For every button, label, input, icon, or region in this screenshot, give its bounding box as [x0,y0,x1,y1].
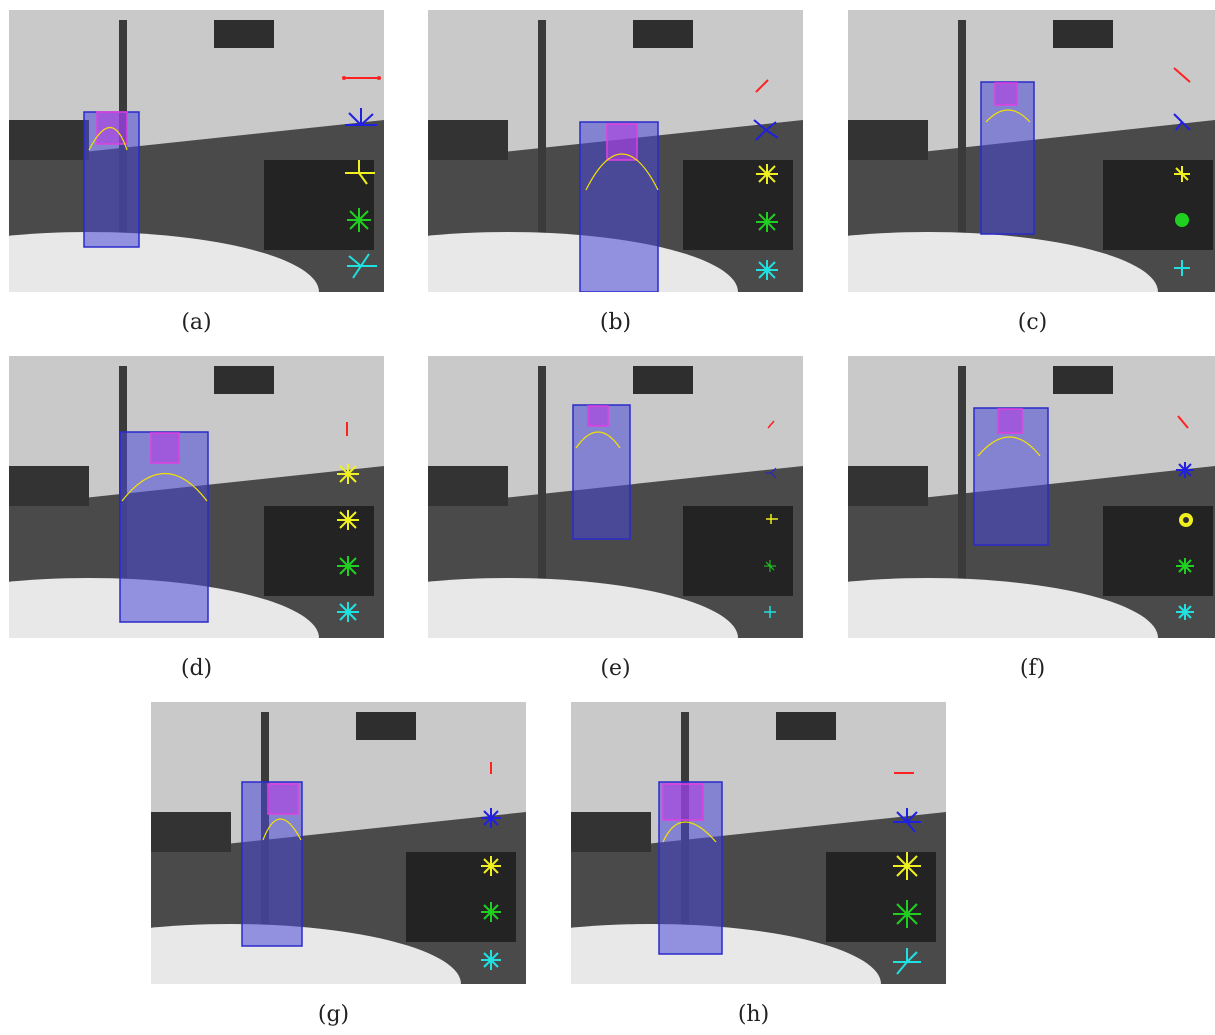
panel-e [428,356,803,638]
scene-image-f [848,356,1215,638]
orientation-glyph-column [481,762,501,970]
caption-f: (f) [1019,656,1046,681]
panel-b [428,10,803,292]
orientation-glyph-column [1176,415,1194,620]
scene-image-h [571,702,946,984]
shoulder-contour [88,127,128,151]
caption-b: (b) [599,310,632,335]
shoulder-contour [585,153,659,191]
orientation-glyph-column [342,76,381,279]
caption-g: (g) [317,1002,350,1027]
head-box [150,432,180,464]
orientation-glyph-column [753,79,779,280]
panel-h [571,702,946,984]
panel-g [151,702,526,984]
scene-image-a [9,10,384,292]
caption-h: (h) [737,1002,770,1027]
orientation-glyph-column [1173,67,1191,276]
scene-image-e [428,356,803,638]
panel-a [9,10,384,292]
scene-image-g [151,702,526,984]
caption-c: (c) [1017,310,1048,335]
caption-a: (a) [181,310,212,335]
shoulder-contour [121,472,208,502]
head-box [662,783,704,821]
person-bbox [980,81,1035,235]
scene-image-d [9,356,384,638]
panel-d [9,356,384,638]
panel-c [848,10,1215,292]
shoulder-contour [985,109,1031,123]
shoulder-contour [977,436,1041,457]
panel-f [848,356,1215,638]
orientation-glyph-column [764,420,778,618]
head-box [587,405,609,427]
caption-d: (d) [180,656,213,681]
person-bbox [572,404,631,540]
scene-image-b [428,10,803,292]
caption-e: (e) [600,656,631,681]
head-box [606,123,638,161]
orientation-glyph-column [893,772,921,975]
shoulder-contour [575,431,621,449]
orientation-glyph-column [337,422,359,622]
head-box [994,82,1018,106]
shoulder-contour [662,821,717,843]
head-box [267,783,299,815]
head-box [997,408,1023,434]
scene-image-c [848,10,1215,292]
shoulder-contour [262,818,302,841]
